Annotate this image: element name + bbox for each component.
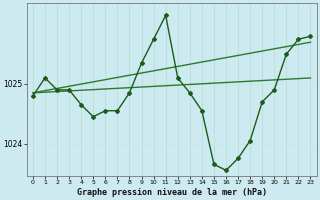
X-axis label: Graphe pression niveau de la mer (hPa): Graphe pression niveau de la mer (hPa) <box>77 188 267 197</box>
